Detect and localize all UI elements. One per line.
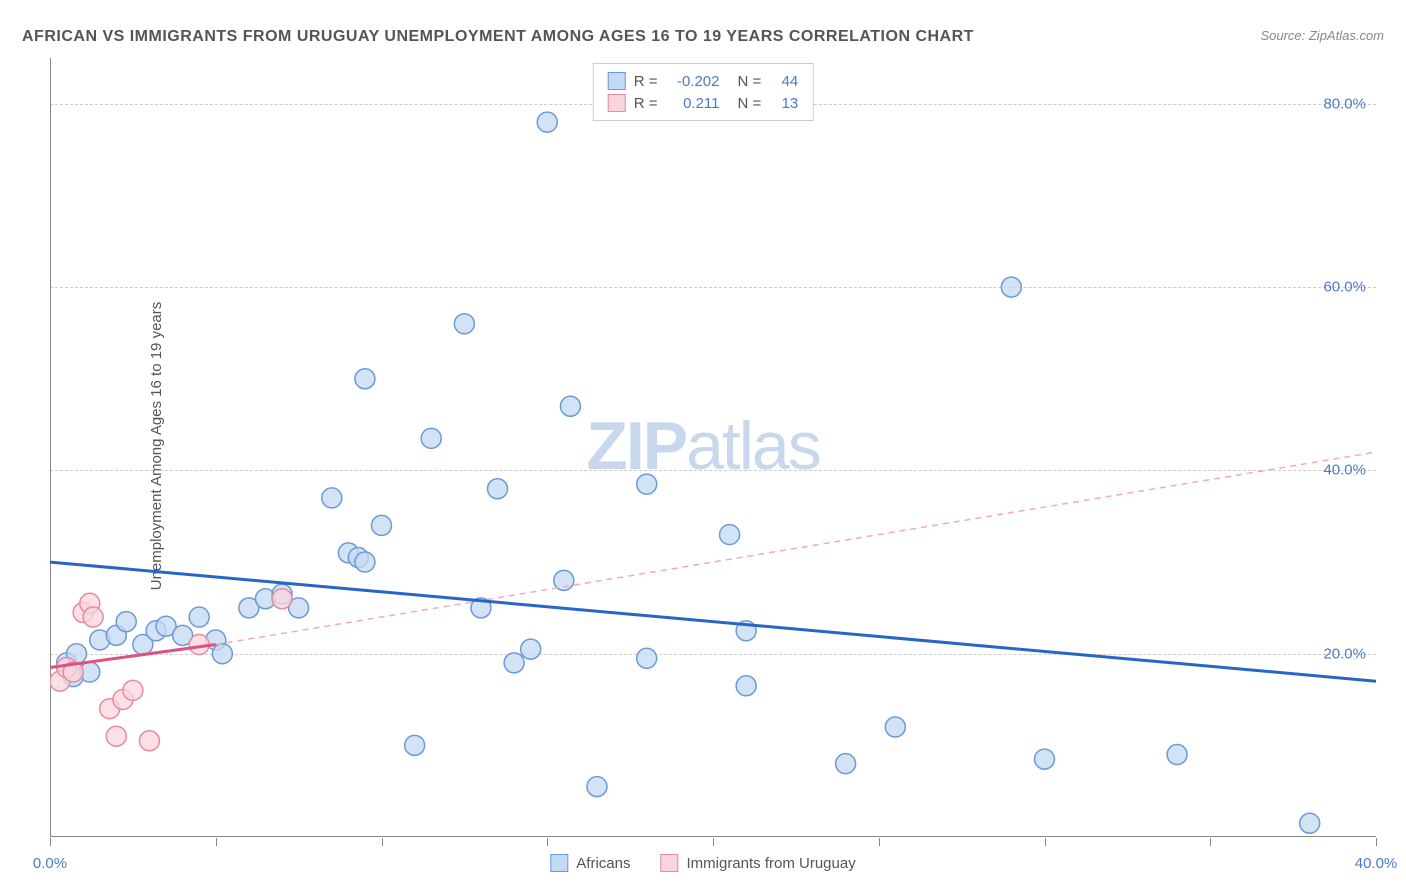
- legend-swatch: [550, 854, 568, 872]
- x-tick-label: 0.0%: [33, 855, 67, 872]
- data-point: [106, 726, 126, 746]
- legend-label: Immigrants from Uruguay: [686, 855, 855, 872]
- x-tick: [1045, 838, 1046, 846]
- trend-line-uruguay-extrapolated: [216, 452, 1376, 644]
- data-point: [272, 589, 292, 609]
- data-point: [355, 552, 375, 572]
- data-point: [736, 676, 756, 696]
- data-point: [521, 639, 541, 659]
- legend-swatch-pink: [608, 94, 626, 112]
- data-point: [836, 754, 856, 774]
- data-point: [537, 112, 557, 132]
- x-tick: [713, 838, 714, 846]
- legend-label: Africans: [576, 855, 630, 872]
- chart-container: AFRICAN VS IMMIGRANTS FROM URUGUAY UNEMP…: [0, 0, 1406, 892]
- x-tick: [50, 838, 51, 846]
- data-point: [212, 644, 232, 664]
- data-point: [1300, 813, 1320, 833]
- scatter-plot-svg: [50, 58, 1376, 837]
- data-point: [123, 680, 143, 700]
- data-point: [504, 653, 524, 673]
- x-tick-label: 40.0%: [1355, 855, 1398, 872]
- data-point: [488, 479, 508, 499]
- data-point: [322, 488, 342, 508]
- data-point: [637, 474, 657, 494]
- data-point: [587, 777, 607, 797]
- data-point: [405, 735, 425, 755]
- data-point: [139, 731, 159, 751]
- data-point: [637, 648, 657, 668]
- data-point: [1167, 745, 1187, 765]
- data-point: [454, 314, 474, 334]
- legend-swatch-blue: [608, 72, 626, 90]
- data-point: [1001, 277, 1021, 297]
- x-tick: [382, 838, 383, 846]
- legend-item: Immigrants from Uruguay: [660, 854, 855, 872]
- legend-row-uruguay: R = 0.211 N = 13: [608, 92, 799, 114]
- x-tick: [1376, 838, 1377, 846]
- data-point: [560, 396, 580, 416]
- x-tick: [1210, 838, 1211, 846]
- x-tick: [547, 838, 548, 846]
- legend-series-names: Africans Immigrants from Uruguay: [550, 854, 855, 872]
- trend-line-africans: [50, 562, 1376, 681]
- legend-correlation-stats: R = -0.202 N = 44 R = 0.211 N = 13: [593, 63, 814, 121]
- x-tick: [216, 838, 217, 846]
- data-point: [83, 607, 103, 627]
- source-attribution: Source: ZipAtlas.com: [1260, 28, 1384, 43]
- legend-swatch: [660, 854, 678, 872]
- data-point: [421, 428, 441, 448]
- chart-title: AFRICAN VS IMMIGRANTS FROM URUGUAY UNEMP…: [22, 28, 974, 46]
- x-tick: [879, 838, 880, 846]
- data-point: [885, 717, 905, 737]
- data-point: [1035, 749, 1055, 769]
- data-point: [355, 369, 375, 389]
- data-point: [116, 612, 136, 632]
- legend-row-africans: R = -0.202 N = 44: [608, 70, 799, 92]
- data-point: [720, 525, 740, 545]
- data-point: [372, 515, 392, 535]
- data-point: [189, 607, 209, 627]
- legend-item: Africans: [550, 854, 630, 872]
